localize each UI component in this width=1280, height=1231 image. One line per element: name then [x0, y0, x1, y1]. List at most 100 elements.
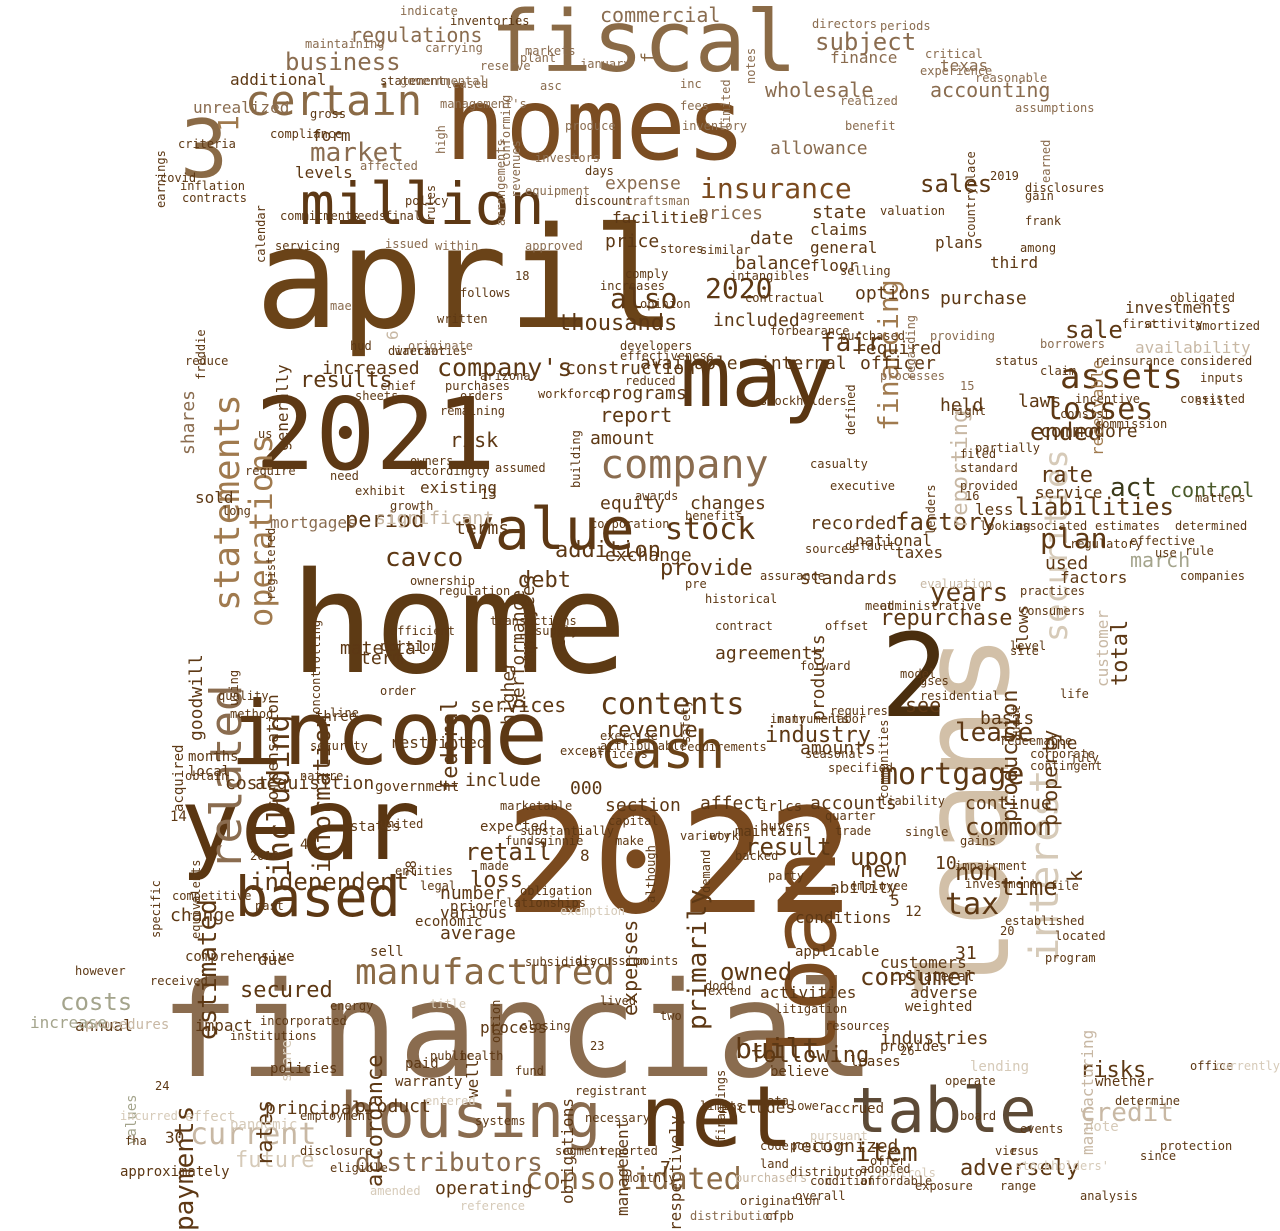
cloud-word: security: [310, 739, 368, 753]
cloud-word: variety: [680, 829, 731, 843]
cloud-word: 18: [515, 269, 530, 283]
cloud-word: processes: [880, 369, 946, 383]
cloud-word: value: [460, 495, 635, 563]
cloud-word: requirements: [680, 740, 767, 754]
cloud-word: allowance: [770, 138, 868, 159]
cloud-word: see: [905, 693, 942, 717]
cloud-word: title: [430, 997, 467, 1011]
cloud-word: labor: [830, 712, 867, 726]
cloud-word: benefit: [845, 119, 896, 133]
cloud-word: one: [1045, 733, 1078, 754]
cloud-word: officers: [590, 747, 648, 761]
cloud-word: considered: [1180, 354, 1253, 368]
cloud-word: addition: [555, 538, 661, 563]
cloud-word: supply: [535, 624, 579, 638]
cloud-word: file: [1050, 879, 1079, 893]
cloud-word: forbearance: [770, 324, 850, 338]
cloud-word: institutions: [230, 1029, 317, 1043]
cloud-word: controls: [878, 1166, 936, 1180]
cloud-word: relationships: [492, 896, 586, 910]
cloud-word: agreement: [800, 309, 866, 323]
cloud-word: state: [812, 202, 867, 223]
cloud-word: associated: [1015, 519, 1088, 533]
cloud-word: goodwill: [186, 654, 207, 742]
cloud-word: control: [1170, 478, 1255, 502]
cloud-word: amortized: [1195, 319, 1261, 333]
cloud-word: act: [1110, 473, 1157, 503]
cloud-word: assumptions: [1015, 101, 1095, 115]
cloud-word: corporation: [590, 517, 670, 531]
cloud-word: amended: [370, 1184, 421, 1198]
cloud-word: gains: [960, 834, 997, 848]
cloud-word: historical: [705, 592, 778, 606]
cloud-word: 2021: [255, 376, 496, 493]
cloud-word: issued: [385, 237, 429, 251]
cloud-word: obtain: [185, 769, 229, 783]
cloud-word: accordingly: [410, 464, 490, 478]
cloud-word: similar: [700, 243, 751, 257]
cloud-word: data: [760, 1094, 789, 1108]
cloud-word: cost: [225, 773, 269, 794]
cloud-word: well: [463, 1059, 482, 1099]
cloud-word: contracts: [182, 191, 248, 205]
cloud-word: single: [905, 825, 949, 839]
cloud-word: current: [190, 1117, 317, 1152]
cloud-word: secured: [240, 978, 333, 1003]
cloud-word: number: [440, 883, 506, 904]
cloud-word: assumed: [495, 461, 546, 475]
cloud-word: may: [680, 328, 834, 427]
cloud-word: administrative: [880, 599, 982, 613]
cloud-word: acquisition: [255, 773, 375, 794]
cloud-word: litigation: [775, 1002, 848, 1016]
cloud-word: contractual: [745, 291, 825, 305]
cloud-word: markets: [525, 44, 576, 58]
cloud-word: plan: [1040, 522, 1108, 555]
cloud-word: recognized: [790, 1136, 899, 1157]
cloud-word: assurance: [760, 569, 826, 583]
cloud-word: forward: [800, 659, 851, 673]
cloud-word: requires: [830, 704, 888, 718]
cloud-word: april: [255, 198, 677, 361]
cloud-word: 2019: [990, 169, 1019, 183]
cloud-word: incurred: [120, 1109, 178, 1123]
cloud-word: weighted: [905, 999, 973, 1015]
cloud-word: sold: [195, 488, 234, 507]
cloud-word: efficient: [390, 624, 456, 638]
cloud-word: continue: [965, 793, 1052, 814]
cloud-word: energy: [330, 999, 374, 1013]
cloud-word: states: [350, 819, 401, 835]
cloud-word: companies: [1180, 569, 1246, 583]
cloud-word: lived: [600, 994, 637, 1008]
cloud-word: years: [930, 578, 1009, 608]
cloud-word: regulatory: [1070, 537, 1143, 551]
cloud-word: leases: [850, 1054, 901, 1070]
cloud-word: approximately: [120, 1164, 230, 1180]
cloud-word: pursuant: [810, 1129, 868, 1143]
cloud-word: default: [845, 539, 896, 553]
cloud-word: 23: [590, 1039, 605, 1053]
cloud-word: 14: [170, 809, 187, 825]
cloud-word: demand: [699, 849, 713, 894]
cloud-word: within: [435, 239, 479, 253]
cloud-word: protection: [1160, 1139, 1233, 1153]
cloud-word: provided: [960, 479, 1018, 493]
cloud-word: valuation: [880, 204, 946, 218]
cloud-word: high: [434, 124, 448, 154]
cloud-word: retail: [465, 838, 552, 866]
cloud-word: nature: [300, 769, 344, 783]
cloud-word: average: [440, 923, 516, 944]
cloud-word: manufacturing: [1078, 1029, 1097, 1155]
cloud-word: 20: [1000, 924, 1015, 938]
cloud-word: required: [855, 338, 942, 359]
cloud-word: inc: [680, 77, 702, 91]
cloud-word: covid: [160, 171, 197, 185]
cloud-word: purchase: [940, 288, 1027, 309]
cloud-word: follows: [460, 286, 511, 300]
cloud-word: inventories: [450, 14, 530, 28]
cloud-word: restricted: [390, 733, 487, 752]
cloud-word: customers: [880, 953, 967, 972]
cloud-word: tax: [945, 887, 1000, 922]
cloud-word: equipment: [525, 184, 591, 198]
cloud-word: developers: [620, 339, 693, 353]
cloud-word: position: [790, 1139, 848, 1153]
